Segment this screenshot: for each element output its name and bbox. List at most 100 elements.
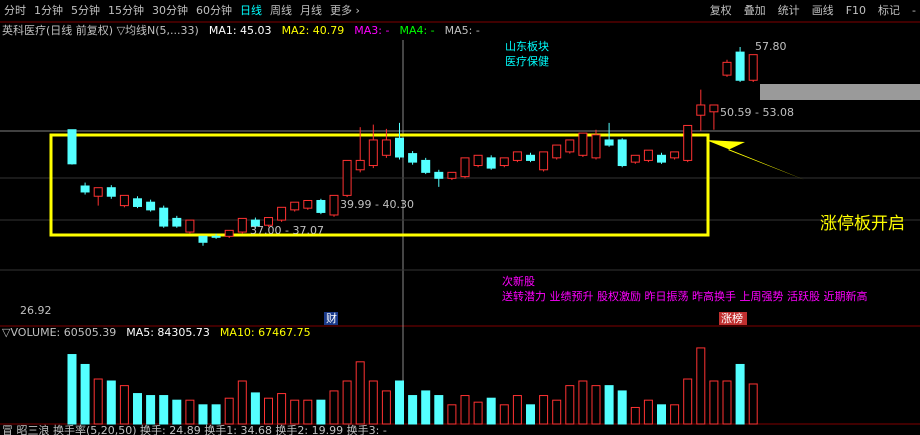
- volume-bar: [290, 399, 300, 425]
- period-tab[interactable]: 60分钟: [196, 3, 232, 17]
- volume-bar: [421, 390, 431, 425]
- volume-bar: [617, 390, 627, 425]
- price-label: 37.00 - 37.07: [250, 224, 324, 237]
- candle-body: [67, 129, 77, 165]
- candle-body: [224, 229, 234, 237]
- candle-body: [80, 185, 90, 193]
- price-label: 26.92: [20, 304, 52, 317]
- marker-bg: [719, 312, 747, 325]
- candle-body: [172, 217, 182, 227]
- period-tab[interactable]: 日线: [240, 3, 262, 17]
- volume-bar: [146, 395, 156, 425]
- period-tab[interactable]: 更多 ›: [330, 3, 360, 17]
- candle-body: [657, 154, 666, 163]
- tool-button[interactable]: 复权: [710, 3, 732, 17]
- volume-bar: [486, 397, 496, 425]
- candle-body: [526, 154, 535, 161]
- price-label: 57.80: [755, 40, 787, 53]
- volume-bar: [316, 399, 326, 425]
- candle-body: [486, 157, 496, 169]
- volume-bar: [342, 380, 352, 425]
- period-tab[interactable]: 月线: [300, 3, 322, 17]
- volume-bar: [657, 404, 666, 425]
- candle-body: [617, 139, 627, 167]
- candle-body: [408, 153, 418, 163]
- marker: 财: [326, 311, 337, 325]
- candle-body: [303, 199, 313, 209]
- ma-legend: MA3: -: [354, 24, 389, 37]
- candle-body: [146, 201, 156, 211]
- candle-body: [643, 149, 653, 161]
- period-tab[interactable]: 30分钟: [152, 3, 188, 17]
- candle-body: [93, 187, 103, 197]
- stock-title: 英科医疗(日线 前复权) ▽均线N(5,...33): [2, 23, 199, 37]
- tool-button[interactable]: 叠加: [744, 4, 766, 17]
- volume-bar: [526, 404, 535, 425]
- volume-bar: [198, 404, 208, 425]
- volume-bar: [512, 395, 522, 425]
- period-tab[interactable]: 5分钟: [71, 3, 100, 17]
- candle-body: [630, 154, 640, 163]
- sector: 医疗保健: [505, 54, 549, 68]
- price-label: 39.99 - 40.30: [340, 198, 414, 211]
- tool-button[interactable]: -: [912, 4, 916, 17]
- candle-body: [133, 198, 142, 207]
- period-tab[interactable]: 15分钟: [108, 3, 144, 17]
- tool-button[interactable]: 统计: [778, 4, 800, 17]
- volume-bar: [670, 404, 680, 425]
- candle-body: [591, 134, 601, 159]
- volume-bar: [591, 385, 601, 425]
- candle-body: [735, 51, 745, 81]
- volume-bar: [447, 404, 457, 425]
- candle-body: [185, 219, 195, 233]
- volume-chart: [67, 347, 758, 425]
- volume-bar: [277, 393, 287, 425]
- candle-body: [748, 54, 758, 81]
- arrow: [706, 140, 805, 180]
- volume-bar: [434, 395, 444, 425]
- volume-bar: [172, 399, 182, 425]
- candle-body: [342, 159, 352, 196]
- candle-body: [434, 171, 444, 179]
- ma-legend: MA5: -: [445, 24, 480, 37]
- volume-bar: [578, 380, 588, 425]
- sector: 山东板块: [505, 39, 549, 53]
- volume-bar: [159, 395, 169, 425]
- candle-body: [683, 124, 693, 161]
- candle-body: [565, 139, 575, 153]
- candle-body: [552, 144, 562, 159]
- volume-bar: [408, 395, 418, 425]
- toolbar-bg: [0, 0, 920, 22]
- candle-body: [421, 159, 431, 173]
- volume-title: ▽VOLUME: 60505.39: [2, 326, 116, 339]
- period-tab[interactable]: 1分钟: [34, 3, 63, 17]
- volume-bar: [211, 404, 221, 425]
- tool-button[interactable]: F10: [846, 4, 866, 17]
- candle-body: [290, 201, 300, 211]
- highlight-box: [49, 133, 710, 237]
- volume-bar: [119, 385, 129, 425]
- marker: 涨榜: [721, 311, 743, 325]
- volume-bar: [381, 390, 391, 425]
- volume-bar: [133, 393, 142, 425]
- volume-bar: [250, 392, 260, 425]
- candle-body: [460, 157, 470, 178]
- candle-body: [211, 235, 221, 238]
- volume-bar: [368, 380, 378, 425]
- volume-bar: [473, 401, 483, 425]
- tool-button[interactable]: 画线: [812, 3, 834, 17]
- concept-title: 次新股: [502, 274, 535, 288]
- volume-bar: [224, 397, 234, 425]
- candle-body: [670, 151, 680, 159]
- tool-button[interactable]: 标记: [878, 3, 900, 17]
- candle-body: [722, 61, 732, 76]
- candle-body: [447, 171, 457, 179]
- period-tab[interactable]: 周线: [270, 3, 292, 17]
- price-label: 50.59 - 53.08: [720, 106, 794, 119]
- candle-body: [395, 137, 404, 158]
- volume-bar: [565, 385, 575, 425]
- ma-legend: MA1: 45.03: [209, 24, 272, 37]
- candle-body: [709, 104, 719, 113]
- period-tab[interactable]: 分时: [4, 4, 26, 17]
